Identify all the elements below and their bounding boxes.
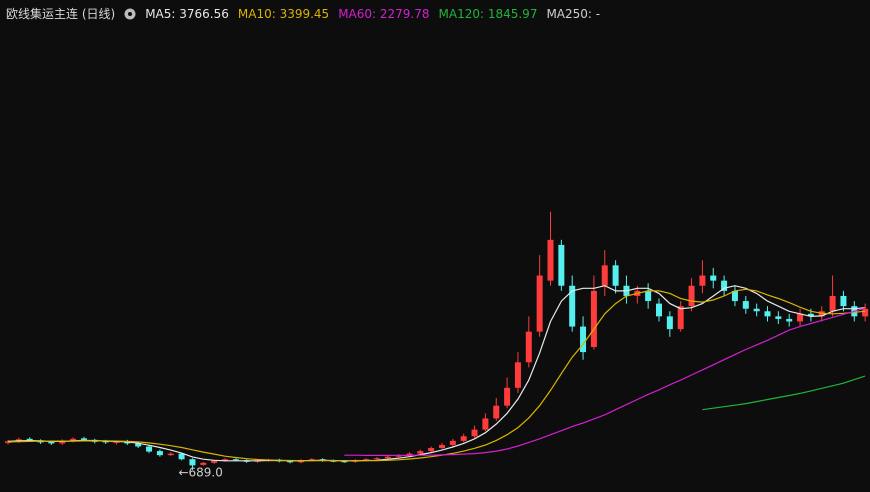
candle-body bbox=[5, 441, 11, 443]
candle-body bbox=[840, 295, 847, 307]
candle-body bbox=[742, 301, 749, 309]
ma-line bbox=[702, 375, 866, 411]
candle-body bbox=[178, 453, 185, 460]
candle-body bbox=[764, 311, 771, 317]
ma-line bbox=[344, 307, 866, 456]
candle-body bbox=[677, 306, 684, 330]
candle-body bbox=[449, 440, 456, 445]
candle-body bbox=[26, 438, 33, 441]
candle-body bbox=[699, 275, 706, 286]
candle-body bbox=[439, 444, 445, 449]
candle-body bbox=[146, 446, 153, 452]
candle-body bbox=[656, 303, 662, 317]
candle-body bbox=[363, 459, 370, 461]
legend-item: MA250: - bbox=[546, 6, 601, 21]
candle-body bbox=[612, 265, 619, 286]
candle-body bbox=[48, 441, 55, 444]
candle-body bbox=[775, 316, 782, 319]
candle-body bbox=[514, 362, 521, 388]
candle-body bbox=[504, 387, 511, 406]
candle-body bbox=[232, 459, 239, 461]
settings-icon[interactable] bbox=[124, 8, 136, 20]
candle-body bbox=[59, 440, 66, 444]
candle-body bbox=[753, 308, 760, 312]
candle-body bbox=[417, 451, 424, 454]
candle-body bbox=[525, 331, 532, 363]
candle-body bbox=[373, 458, 380, 460]
legend-item: MA10: 3399.45 bbox=[237, 6, 330, 21]
candle-body bbox=[200, 462, 207, 465]
candle-body bbox=[547, 239, 554, 281]
candle-body bbox=[482, 418, 489, 430]
candle-body bbox=[102, 441, 109, 443]
candle-body bbox=[113, 441, 120, 443]
candle-body bbox=[710, 275, 717, 281]
candle-body bbox=[493, 405, 500, 419]
candle-body bbox=[211, 460, 218, 463]
chart-title: 欧线集运主连 (日线) bbox=[6, 7, 116, 21]
candle-body bbox=[829, 295, 836, 312]
ma-line bbox=[7, 288, 866, 462]
candle-body bbox=[156, 451, 163, 456]
candle-body bbox=[797, 313, 804, 322]
candle-body bbox=[308, 459, 315, 461]
candle-body bbox=[601, 265, 608, 286]
candle-body bbox=[341, 461, 348, 463]
candle-body bbox=[330, 460, 337, 462]
candle-body bbox=[460, 436, 467, 441]
min-price-label: ←689.0 bbox=[178, 466, 222, 480]
candle-body bbox=[384, 456, 391, 459]
candle-body bbox=[666, 316, 673, 330]
candle-body bbox=[721, 280, 728, 291]
candle-body bbox=[167, 453, 174, 456]
candle-body bbox=[731, 290, 738, 302]
candle-body bbox=[807, 313, 814, 317]
candle-body bbox=[222, 459, 228, 461]
candle-body bbox=[569, 285, 576, 327]
candle-body bbox=[558, 244, 565, 286]
candle-body bbox=[428, 448, 435, 452]
legend-item: MA5: 3766.56 bbox=[145, 6, 229, 21]
legend-item: MA120: 1845.97 bbox=[438, 6, 538, 21]
candle-body bbox=[287, 461, 294, 463]
candle-body bbox=[536, 275, 543, 332]
candle-body bbox=[135, 443, 142, 447]
candle-body bbox=[862, 308, 869, 317]
candle-body bbox=[80, 438, 87, 440]
candle-body bbox=[406, 453, 413, 456]
ma-line bbox=[7, 285, 866, 462]
candle-body bbox=[580, 326, 587, 353]
candle-body bbox=[688, 285, 695, 307]
candle-body bbox=[189, 459, 196, 466]
candle-body bbox=[70, 438, 77, 441]
legend-item: MA60: 2279.78 bbox=[338, 6, 430, 21]
candle-body bbox=[645, 290, 652, 302]
chart-header: 欧线集运主连 (日线) MA5: 3766.56 MA10: 3399.45 MA6… bbox=[6, 5, 600, 22]
candle-body bbox=[471, 429, 478, 437]
candle-body bbox=[590, 290, 597, 347]
candle-body bbox=[786, 318, 793, 322]
